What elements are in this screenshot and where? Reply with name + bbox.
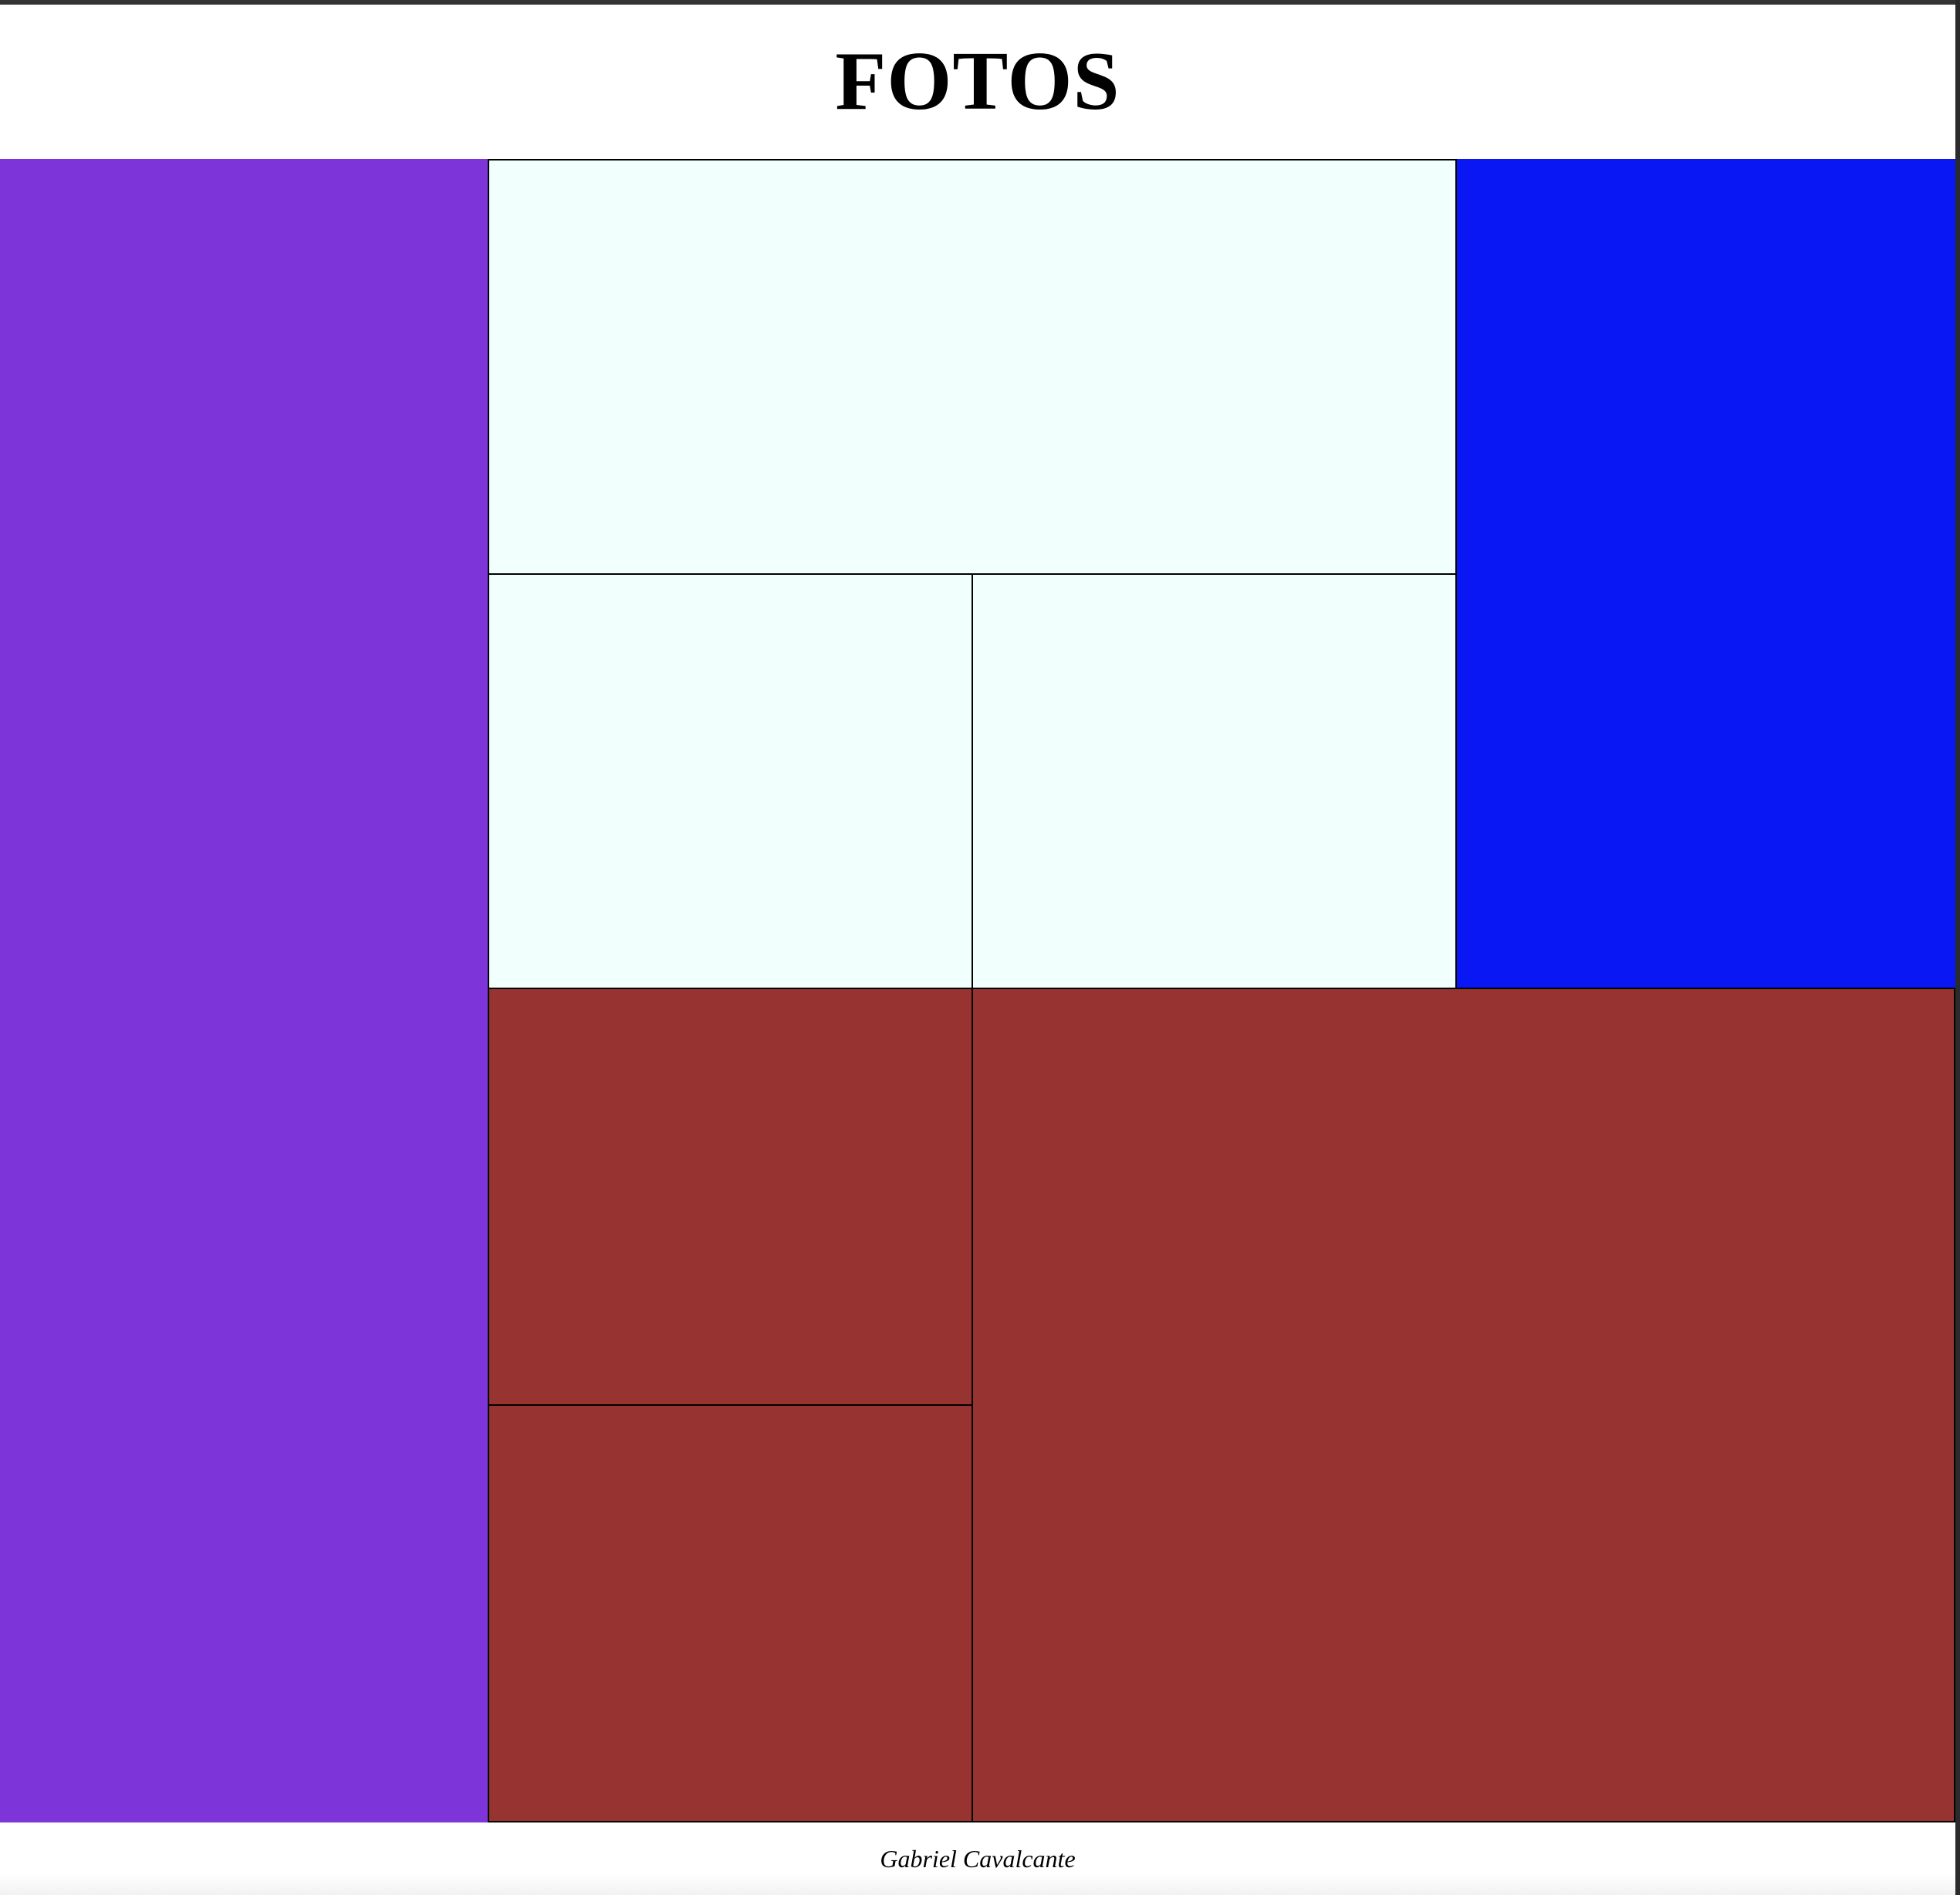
photo-tile-left[interactable] (0, 159, 488, 1822)
photo-tile-middle-left[interactable] (488, 573, 973, 989)
photo-tile-lower-left-top[interactable] (488, 988, 973, 1406)
footer-credit: Gabriel Cavalcante (880, 1844, 1076, 1873)
page-footer: Gabriel Cavalcante (0, 1822, 1955, 1895)
window-top-edge (0, 0, 1960, 5)
photo-tile-lower-left-bottom[interactable] (488, 1404, 973, 1822)
photo-tile-right[interactable] (1457, 159, 1955, 989)
photo-tile-top-wide[interactable] (488, 159, 1457, 575)
window-right-edge (1955, 0, 1960, 1895)
photo-gallery (0, 159, 1955, 1822)
page-title: FOTOS (835, 35, 1120, 127)
page-header: FOTOS (0, 5, 1955, 159)
photo-tile-lower-wide[interactable] (972, 988, 1955, 1822)
photo-tile-middle-right[interactable] (972, 573, 1457, 989)
